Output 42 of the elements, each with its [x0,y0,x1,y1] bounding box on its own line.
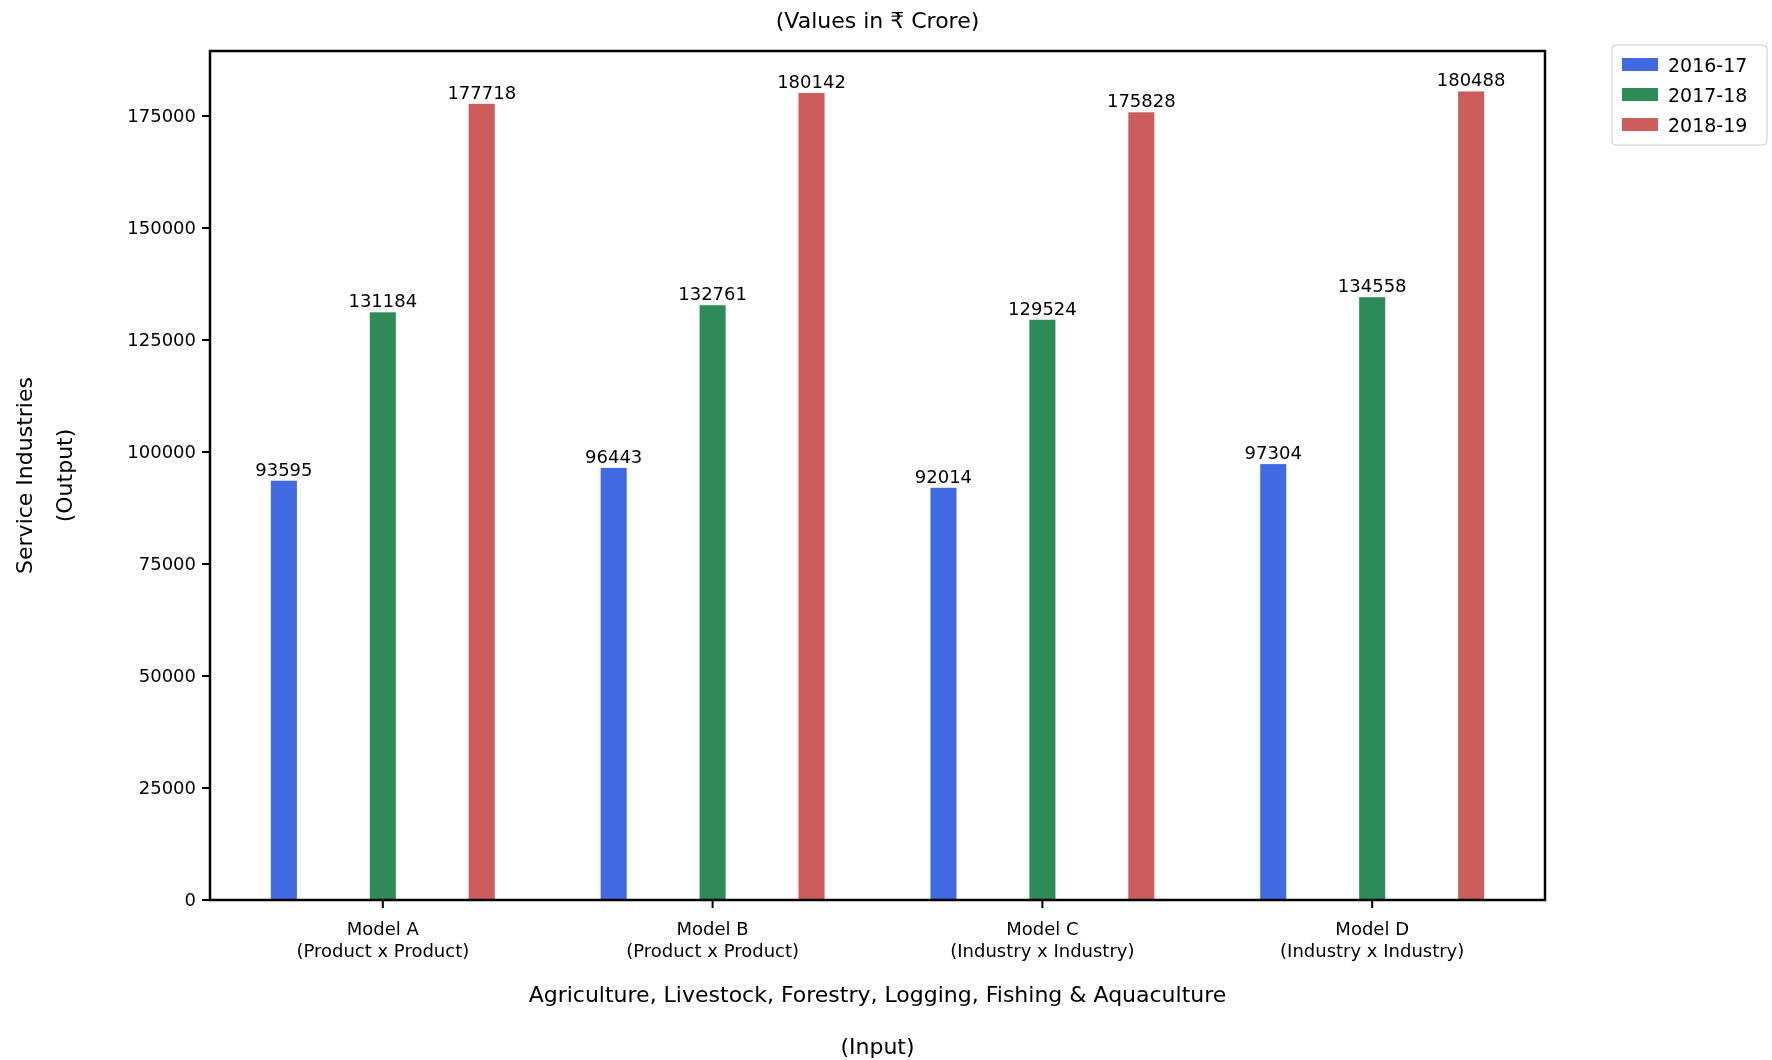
y-tick-label: 175000 [127,105,196,127]
data-label: 134558 [1337,275,1407,297]
y-tick-label: 100000 [127,441,196,463]
legend-label: 2016-17 [1668,53,1748,76]
x-tick-label: Model B (Product x Product) [626,918,800,961]
bar [1029,319,1056,900]
data-label: 92014 [914,465,973,487]
bar [1458,91,1485,900]
y-tick-label: 150000 [127,217,196,239]
y-tick-label: 125000 [127,329,196,351]
chart-title: (Values in ₹ Crore) [775,8,980,33]
data-label: 93595 [255,458,313,480]
y-tick-label: 75000 [138,553,196,575]
data-label: 180142 [777,70,846,92]
x-tick-label: Model D (Industry x Industry) [1280,918,1465,961]
data-label: 177718 [447,81,517,103]
bar [1128,112,1155,900]
legend-label: 2017-18 [1668,83,1748,106]
x-tick-label: Model C (Industry x Industry) [950,918,1135,961]
data-label: 180488 [1436,69,1506,91]
data-label: 129524 [1008,297,1077,319]
bar [369,312,396,900]
y-tick-label: 0 [184,889,196,911]
data-label: 132761 [678,283,747,305]
data-label: 175828 [1106,90,1176,112]
data-label: 97304 [1244,442,1302,464]
data-label: 131184 [348,290,418,312]
bar [600,467,627,900]
bar [699,305,726,900]
legend-label: 2018-19 [1668,113,1748,136]
bar [1260,464,1287,900]
y-tick-label: 25000 [138,777,196,799]
bar [1359,297,1386,900]
text: Agriculture, Livestock, Forestry, Logging, Fishing & Aquaculture (Input) [528,982,1227,1059]
x-tick-label: Model A (Product x Product) [296,918,470,961]
data-label: 96443 [585,445,643,467]
bar [798,92,825,900]
bar [468,103,495,900]
y-tick-label: 50000 [138,665,196,687]
y-axis-title: Service Industries (Output) [12,377,77,574]
bar [930,487,957,900]
bar [270,480,297,900]
